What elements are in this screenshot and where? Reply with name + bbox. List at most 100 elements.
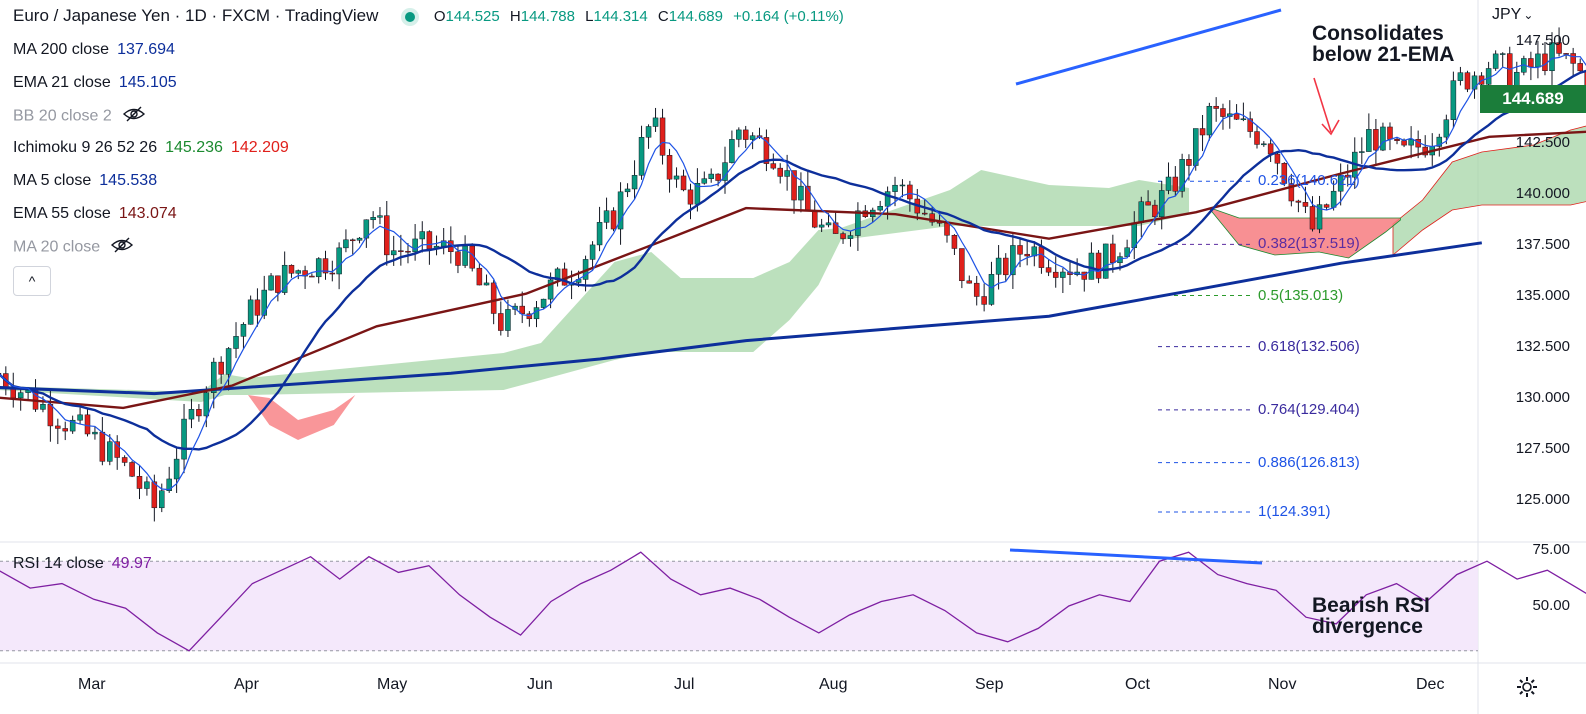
bear-candle xyxy=(476,267,483,286)
indicator-value: 145.538 xyxy=(99,171,158,189)
bear-candle xyxy=(254,299,261,316)
price-tick-label: 127.500 xyxy=(1515,439,1570,457)
bull-candle xyxy=(855,210,861,236)
collapse-legend-button[interactable]: ^ xyxy=(13,266,51,296)
bull-candle xyxy=(701,178,708,184)
bear-candle xyxy=(519,305,525,315)
price-tick-label: 135.000 xyxy=(1515,286,1570,304)
bull-candle xyxy=(17,392,24,399)
indicator-value: 145.105 xyxy=(118,73,177,91)
bear-candle xyxy=(1302,202,1309,207)
bull-candle xyxy=(1366,129,1372,152)
bear-candle xyxy=(55,425,61,429)
down-arrow-head-icon xyxy=(1321,119,1340,136)
ohlc-values: O144.525 H144.788 L144.314 C144.689 +0.1… xyxy=(433,8,844,25)
bear-candle xyxy=(715,173,721,181)
bear-candle xyxy=(921,212,928,215)
bull-candle xyxy=(596,222,603,246)
annotation-rsi-divergence: Bearish RSI divergence xyxy=(1312,594,1430,638)
bear-candle xyxy=(1233,113,1240,120)
bear-candle xyxy=(1081,271,1088,280)
bull-candle xyxy=(1485,68,1492,85)
month-tick-label: Aug xyxy=(819,676,848,693)
bear-candle xyxy=(1295,200,1302,203)
bull-candle xyxy=(240,324,247,337)
bull-candle xyxy=(1471,75,1478,90)
bear-candle xyxy=(1401,140,1407,146)
indicator-label: EMA 21 close xyxy=(13,73,111,91)
bull-candle xyxy=(315,258,322,278)
bear-candle xyxy=(770,163,777,169)
bear-candle xyxy=(1145,201,1151,206)
fib-level-label: 0.5(135.013) xyxy=(1258,286,1344,304)
rsi-line xyxy=(0,551,1586,652)
fib-level-label: 0.886(126.813) xyxy=(1258,453,1360,471)
bull-candle xyxy=(1165,176,1172,191)
bull-candle xyxy=(419,231,426,240)
bear-candle xyxy=(1152,204,1158,218)
bull-candle xyxy=(181,418,187,460)
price-tick-label: 147.500 xyxy=(1515,32,1570,49)
market-status-dot xyxy=(405,11,416,22)
indicator-row[interactable]: EMA 21 close 145.105 xyxy=(13,74,177,92)
bear-candle xyxy=(218,361,224,375)
bear-candle xyxy=(1002,257,1009,276)
bull-candle xyxy=(1206,105,1213,136)
chart-legend-header: Euro / Japanese Yen · 1D · FXCM · Tradin… xyxy=(13,6,844,26)
bear-candle xyxy=(1017,245,1023,255)
bear-candle xyxy=(121,457,128,463)
indicator-row[interactable]: Ichimoku 9 26 52 26 145.236 142.209 xyxy=(13,139,289,157)
bull-candle xyxy=(624,188,631,193)
bull-candle xyxy=(173,458,180,480)
bull-candle xyxy=(1102,243,1109,279)
settings-gear-icon[interactable] xyxy=(1516,676,1538,703)
bear-candle xyxy=(405,250,411,253)
bear-candle xyxy=(929,213,935,223)
bull-candle xyxy=(1192,128,1199,166)
bear-candle xyxy=(1274,153,1281,164)
bull-candle xyxy=(1124,247,1130,257)
rsi-legend[interactable]: RSI 14 close 49.97 xyxy=(13,555,152,572)
bull-candle xyxy=(708,173,714,179)
bear-candle xyxy=(1556,42,1562,54)
currency-selector[interactable]: JPY ⌄ xyxy=(1492,6,1534,23)
rsi-tick-label: 50.00 xyxy=(1532,597,1570,614)
indicator-label: EMA 55 close xyxy=(13,204,111,222)
indicator-row[interactable]: BB 20 close 2 xyxy=(13,106,146,127)
indicator-label: MA 200 close xyxy=(13,41,110,58)
indicator-row[interactable]: MA 5 close 145.538 xyxy=(13,172,157,190)
bear-candle xyxy=(490,282,497,314)
indicator-row[interactable]: MA 20 close xyxy=(13,237,134,258)
bull-candle xyxy=(77,414,83,421)
bear-candle xyxy=(981,296,987,305)
bull-candle xyxy=(210,361,217,393)
bull-candle xyxy=(1359,151,1365,153)
bear-candle xyxy=(1577,63,1583,72)
bull-candle xyxy=(1240,118,1247,121)
hidden-eye-icon[interactable] xyxy=(122,106,146,127)
bear-candle xyxy=(791,170,797,201)
bull-candle xyxy=(166,478,172,491)
hidden-eye-icon[interactable] xyxy=(110,237,134,258)
bear-candle xyxy=(1288,183,1295,202)
symbol-title[interactable]: Euro / Japanese Yen · 1D · FXCM · Tradin… xyxy=(13,6,379,25)
ma200-line xyxy=(0,241,1483,396)
bull-candle xyxy=(505,309,511,331)
bull-candle xyxy=(295,270,302,274)
indicator-row[interactable]: MA 200 close 137.694 xyxy=(13,41,175,59)
bear-candle xyxy=(455,251,461,266)
month-tick-label: May xyxy=(377,676,408,693)
bull-candle xyxy=(92,431,98,435)
bear-candle xyxy=(62,428,68,432)
bear-candle xyxy=(1247,118,1253,132)
bear-candle xyxy=(944,222,950,236)
bear-candle xyxy=(1254,131,1260,145)
indicator-value: 143.074 xyxy=(118,204,177,222)
bull-candle xyxy=(261,289,267,316)
bear-candle xyxy=(349,239,356,242)
bear-candle xyxy=(1220,108,1226,117)
indicator-row[interactable]: EMA 55 close 143.074 xyxy=(13,205,177,223)
indicator-label: MA 5 close xyxy=(13,171,92,189)
bull-candle xyxy=(1499,53,1506,55)
